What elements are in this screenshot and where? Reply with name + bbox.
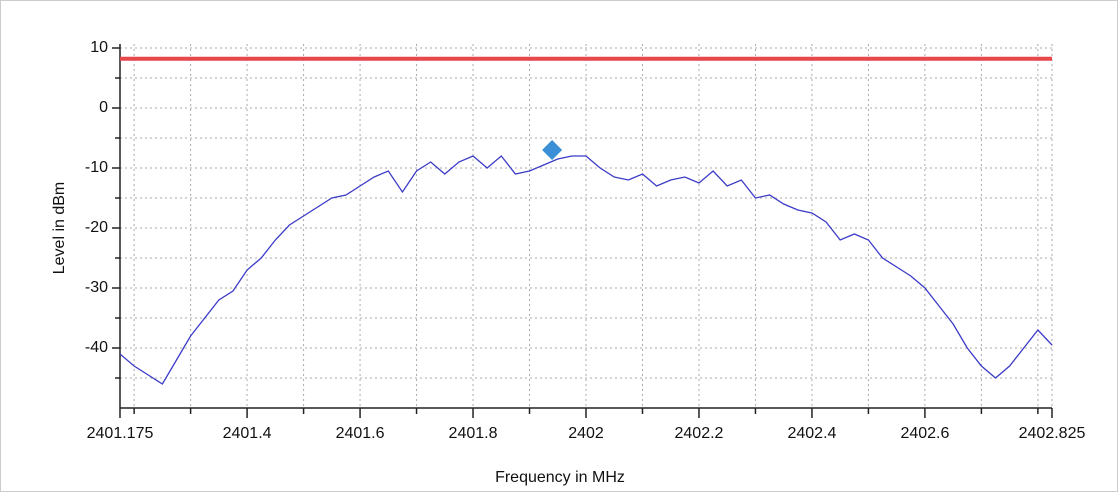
y-tick-label: 10 bbox=[90, 39, 108, 56]
x-axis-label: Frequency in MHz bbox=[495, 469, 625, 486]
x-tick-label: 2402.2 bbox=[675, 425, 724, 442]
x-tick-label: 2401.175 bbox=[87, 425, 154, 442]
x-tick-label: 2402 bbox=[568, 425, 604, 442]
y-tick-label: 0 bbox=[99, 99, 108, 116]
y-tick-label: -10 bbox=[85, 159, 108, 176]
y-tick-label: -30 bbox=[85, 279, 108, 296]
x-tick-label: 2401.8 bbox=[449, 425, 498, 442]
series-line bbox=[119, 155, 1053, 385]
y-tick-label: -40 bbox=[85, 339, 108, 356]
x-tick-label: 2402.4 bbox=[787, 425, 836, 442]
x-tick-label: 2402.825 bbox=[1019, 425, 1086, 442]
x-tick-label: 2401.4 bbox=[223, 425, 272, 442]
x-tick-label: 2402.6 bbox=[900, 425, 949, 442]
x-tick-label: 2401.6 bbox=[336, 425, 385, 442]
y-tick-label: -20 bbox=[85, 219, 108, 236]
peak-marker bbox=[542, 140, 563, 160]
y-axis-label: Level in dBm bbox=[51, 182, 68, 275]
